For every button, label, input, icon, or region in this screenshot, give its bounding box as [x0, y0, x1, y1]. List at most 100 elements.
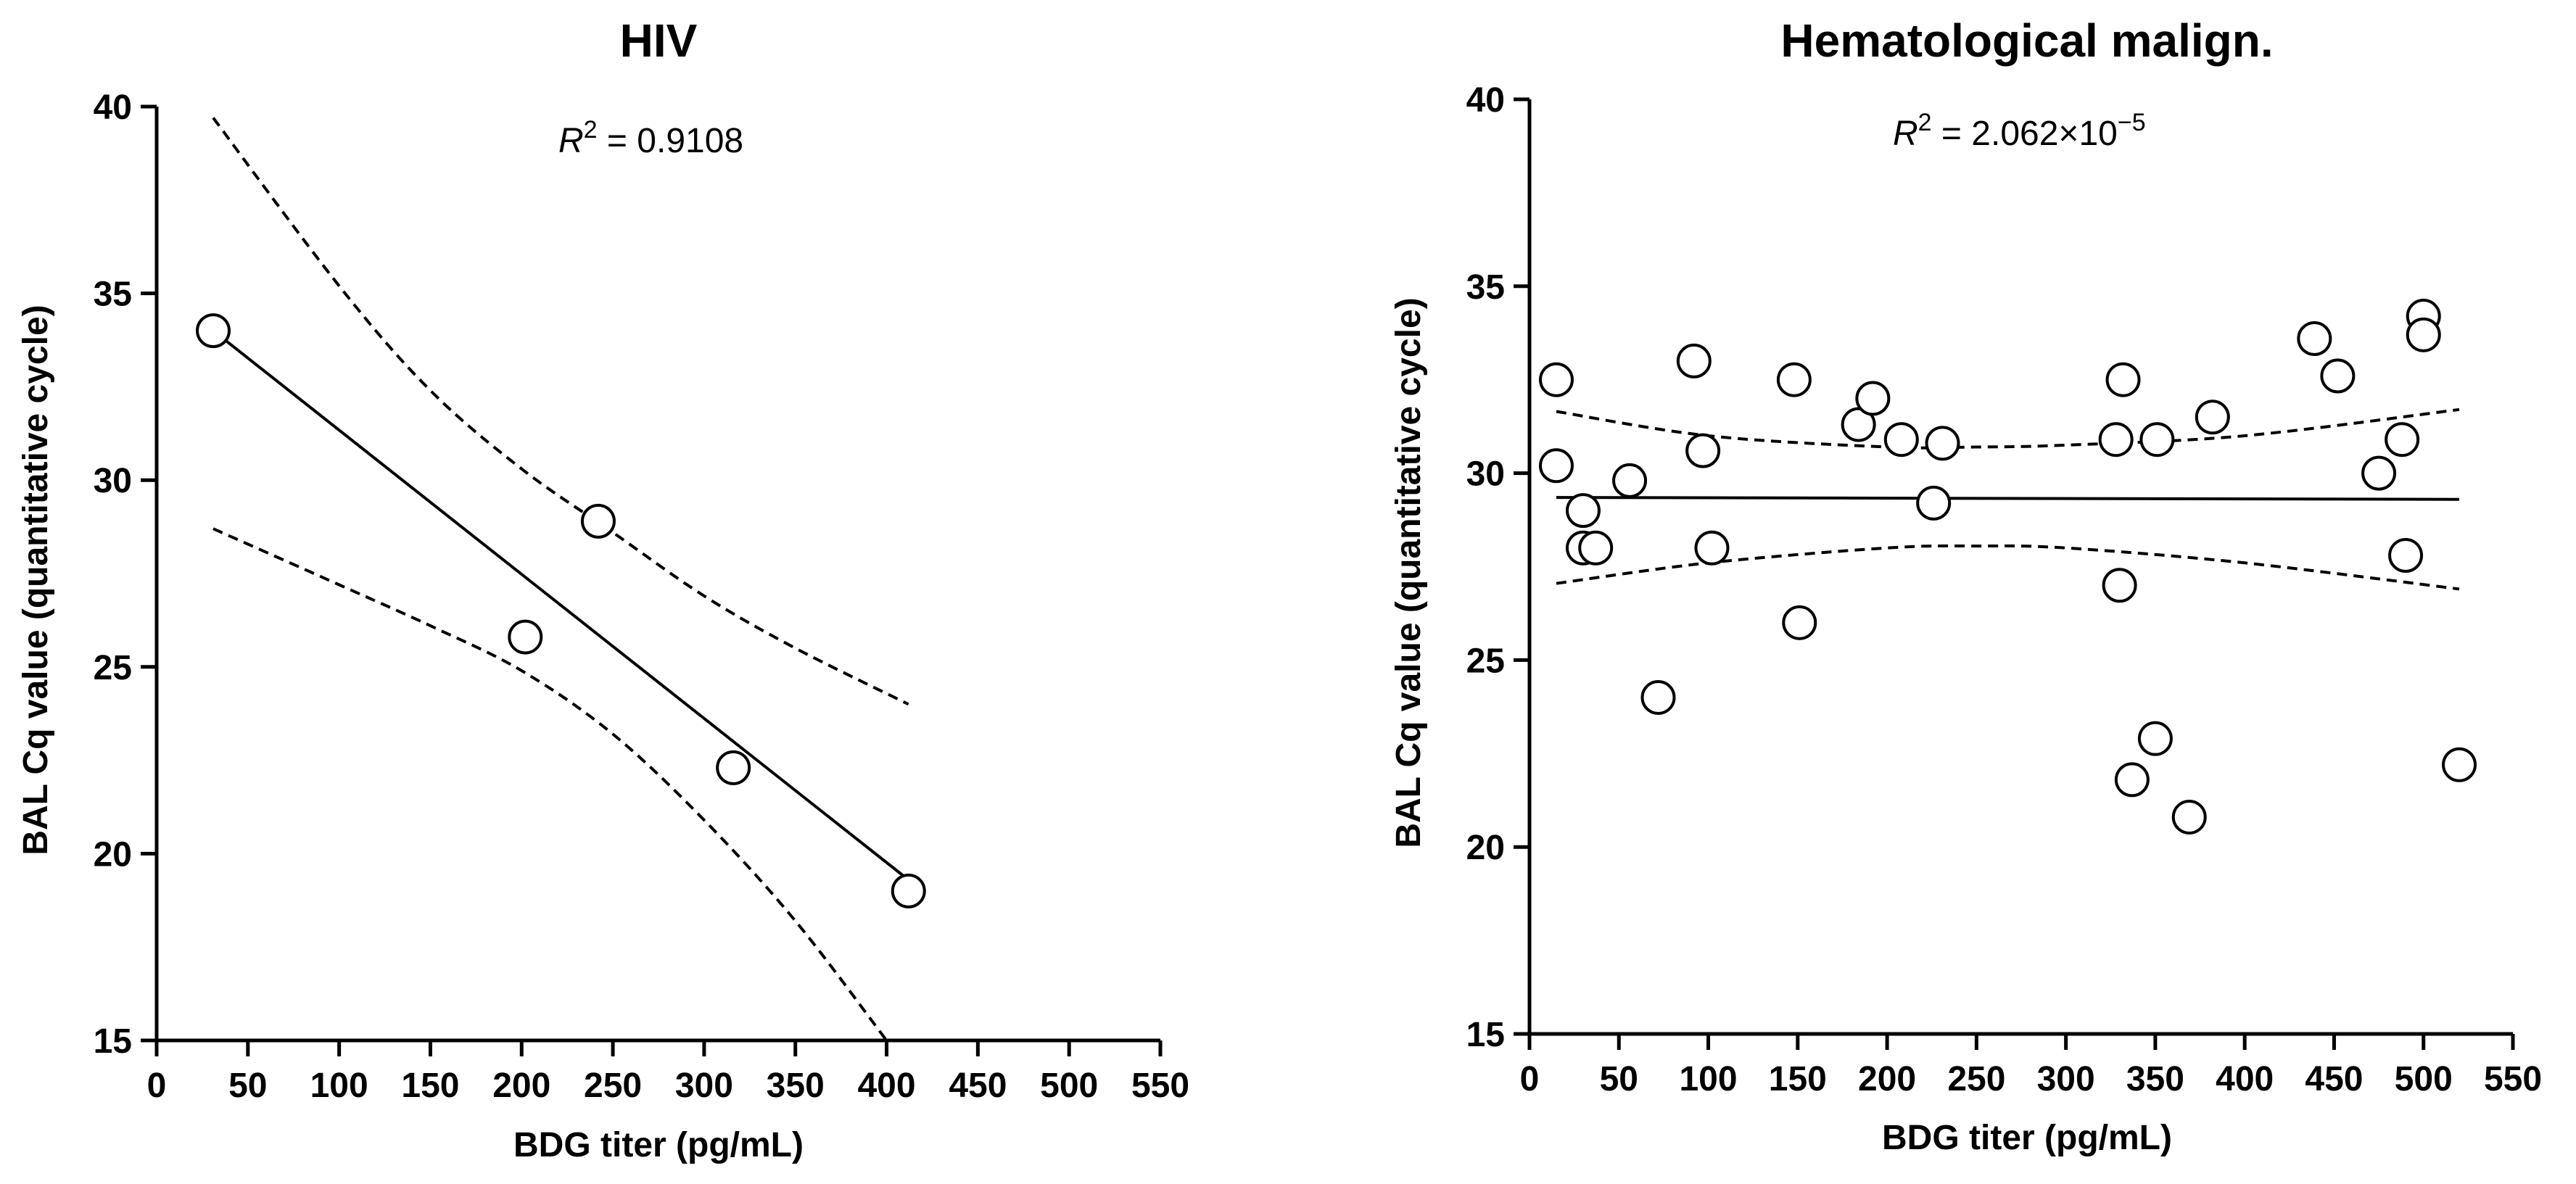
data-point	[2195, 400, 2230, 435]
y-tick-label: 25	[1466, 642, 1505, 680]
data-point	[1578, 530, 1614, 566]
r2-exponent: −5	[2118, 109, 2146, 136]
data-point	[1640, 679, 1676, 715]
data-point	[2102, 568, 2137, 603]
data-point	[2406, 317, 2441, 352]
x-tick-label: 300	[2037, 1060, 2095, 1098]
data-point	[2320, 358, 2356, 394]
data-point	[1776, 362, 1812, 397]
axes: 0 50 100 150 200 250 300 350 400 450 500 550 15 20 25 3…	[1466, 81, 2542, 1098]
r2-value: = 2.062×10	[1932, 115, 2118, 153]
ci-lower-line	[1556, 544, 2460, 591]
x-tick-label: 250	[584, 1067, 642, 1105]
y-tick-label: 30	[1466, 455, 1505, 494]
x-tick-label: 450	[2305, 1060, 2363, 1098]
r-squared-annotation: R2 = 2.062×10−5	[1893, 109, 2146, 153]
data-points	[1538, 299, 2477, 835]
data-point	[2385, 422, 2420, 458]
x-tick-label: 50	[228, 1067, 267, 1105]
data-point	[196, 313, 231, 349]
data-point	[1782, 605, 1817, 640]
y-axis-label: BAL Cq value (quantitative cycle)	[1390, 297, 1428, 848]
chart-title: Hematological malign.	[1780, 15, 2273, 67]
x-tick-label: 250	[1947, 1060, 2005, 1098]
data-point	[2442, 747, 2477, 782]
data-point	[2114, 762, 2150, 798]
y-tick-label: 40	[1466, 81, 1505, 120]
r2-value: = 0.9108	[598, 122, 744, 160]
chart-title: HIV	[620, 15, 698, 67]
chart-hiv: HIV R2 = 0.9108 BDG titer (pg/mL) BAL Cq…	[17, 15, 1189, 1164]
data-point	[2171, 799, 2207, 835]
ci-upper-line	[212, 117, 909, 706]
data-point	[716, 750, 751, 785]
y-tick-label: 30	[94, 462, 132, 500]
data-point	[1841, 407, 1876, 442]
x-tick-label: 100	[310, 1067, 368, 1105]
x-tick-label: 500	[1040, 1067, 1098, 1105]
confidence-bands	[212, 117, 909, 1042]
data-point	[1855, 381, 1891, 416]
chart-hematological-malign: Hematological malign. R2 = 2.062×10−5 BD…	[1390, 15, 2542, 1157]
x-tick-label: 550	[2484, 1060, 2542, 1098]
y-tick-label: 20	[1466, 829, 1505, 867]
data-points	[196, 313, 926, 908]
r-squared-annotation: R2 = 0.9108	[558, 116, 743, 160]
x-axis-label: BDG titer (pg/mL)	[513, 1126, 804, 1164]
data-point	[2388, 538, 2424, 574]
x-tick-label: 400	[857, 1067, 915, 1105]
data-point	[2137, 721, 2173, 756]
data-point	[1694, 530, 1730, 566]
x-tick-label: 50	[1600, 1060, 1638, 1098]
x-tick-label: 0	[147, 1067, 167, 1105]
data-point	[1538, 362, 1574, 397]
data-point	[2297, 320, 2332, 356]
data-point	[1916, 485, 1952, 521]
regression-fit	[1556, 496, 2460, 501]
regression-fit	[212, 329, 909, 882]
r2-symbol: R	[558, 122, 584, 160]
y-tick-label: 15	[1466, 1016, 1505, 1054]
data-point	[2361, 455, 2397, 491]
data-point	[891, 873, 926, 908]
x-tick-label: 500	[2395, 1060, 2453, 1098]
x-tick-label: 200	[492, 1067, 550, 1105]
x-tick-label: 200	[1858, 1060, 1916, 1098]
x-tick-label: 550	[1131, 1067, 1189, 1105]
data-point	[1883, 422, 1919, 458]
x-tick-label: 350	[767, 1067, 825, 1105]
x-axis-label: BDG titer (pg/mL)	[1882, 1119, 2172, 1157]
y-tick-label: 35	[94, 276, 132, 314]
x-tick-label: 150	[401, 1067, 459, 1105]
x-tick-label: 350	[2126, 1060, 2184, 1098]
x-tick-label: 100	[1679, 1060, 1737, 1098]
fit-line	[212, 329, 909, 882]
data-point	[580, 503, 616, 539]
x-tick-label: 300	[675, 1067, 733, 1105]
fit-line	[1556, 496, 2460, 501]
data-point	[1565, 493, 1601, 529]
data-point	[2139, 422, 2175, 458]
data-point	[2105, 362, 2141, 397]
data-point	[1538, 448, 1574, 484]
data-point	[2098, 422, 2134, 458]
data-point	[1685, 433, 1721, 468]
y-tick-label: 15	[94, 1022, 132, 1061]
r2-symbol: R	[1893, 115, 1918, 153]
y-tick-label: 25	[94, 649, 132, 687]
y-tick-label: 40	[94, 88, 132, 127]
x-tick-label: 400	[2216, 1060, 2274, 1098]
data-point	[508, 619, 543, 655]
r2-superscript: 2	[1918, 109, 1932, 136]
y-tick-label: 35	[1466, 268, 1505, 307]
x-tick-label: 150	[1769, 1060, 1827, 1098]
axes: 0 50 100 150 200 250 300 350 400 450 500 550 15 20 25 3…	[94, 88, 1189, 1105]
y-axis-label: BAL Cq value (quantitative cycle)	[17, 305, 55, 855]
x-tick-label: 0	[1520, 1060, 1540, 1098]
data-point	[1925, 426, 1960, 461]
y-tick-label: 20	[94, 835, 132, 874]
data-point	[1612, 463, 1648, 498]
r2-superscript: 2	[584, 116, 598, 144]
